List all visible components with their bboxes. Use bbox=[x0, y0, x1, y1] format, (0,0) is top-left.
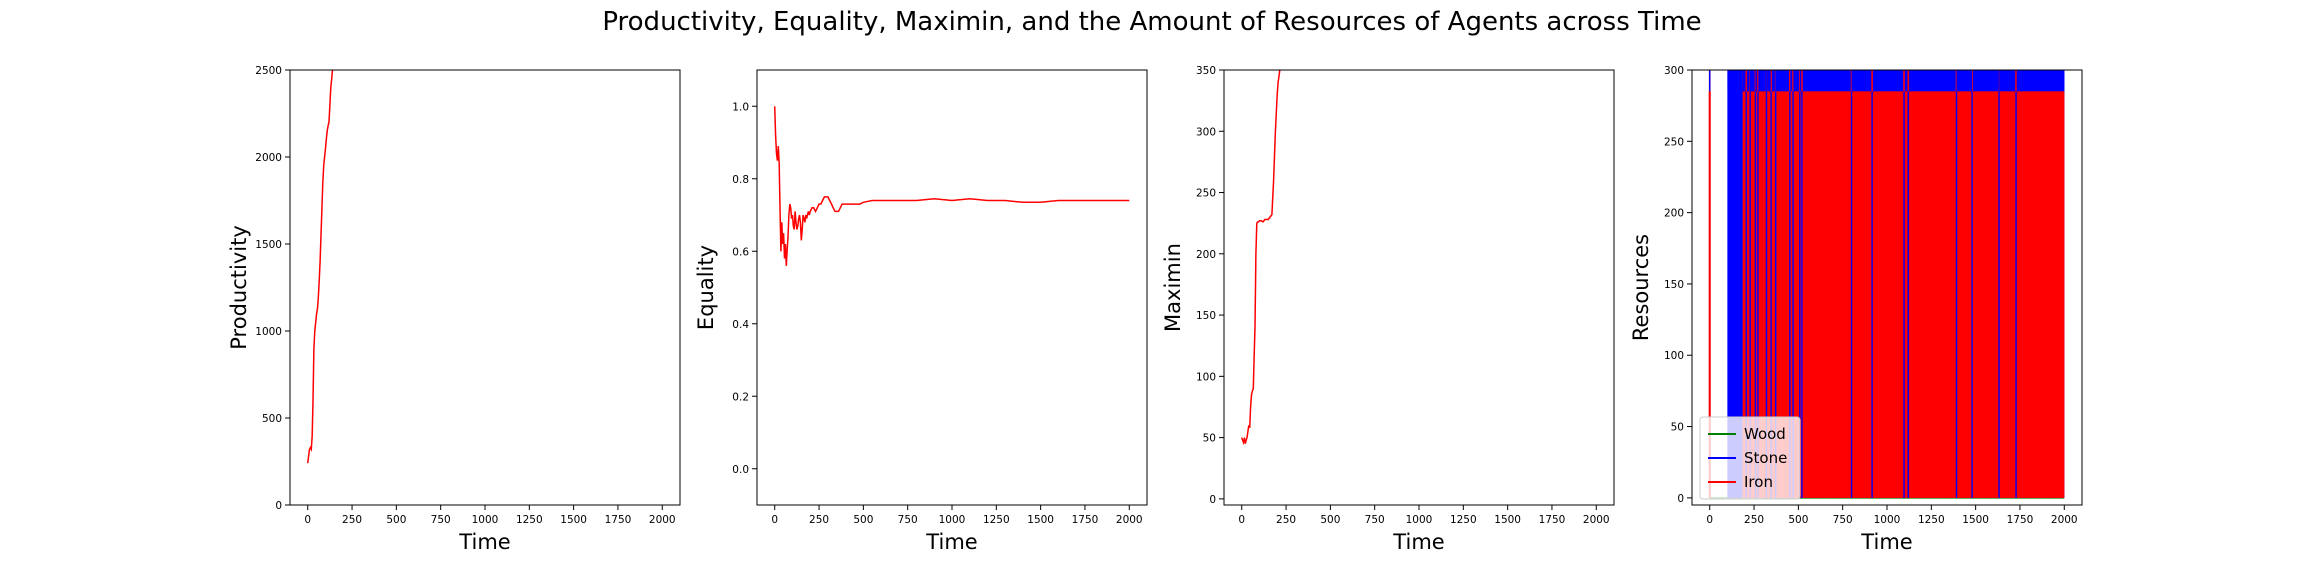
x-tick-label: 1500 bbox=[560, 514, 587, 526]
y-axis-label: Equality bbox=[694, 245, 718, 330]
x-tick-label: 2000 bbox=[1583, 514, 1610, 526]
x-tick-label: 250 bbox=[1276, 514, 1296, 526]
figure-title: Productivity, Equality, Maximin, and the… bbox=[602, 7, 1701, 37]
plot-area bbox=[1240, 70, 1281, 446]
axes-frame bbox=[289, 69, 681, 506]
y-tick-label: 1.0 bbox=[732, 101, 749, 113]
y-tick-label: 0.2 bbox=[732, 391, 749, 403]
x-tick-label: 1750 bbox=[2007, 514, 2034, 526]
y-tick-label: 0.6 bbox=[732, 246, 749, 258]
series-line bbox=[306, 70, 334, 464]
y-axis-label: Maximin bbox=[1161, 243, 1185, 332]
y-tick-label: 1500 bbox=[255, 239, 282, 251]
axes-frame bbox=[756, 69, 1148, 506]
y-tick-label: 100 bbox=[1664, 350, 1684, 362]
x-tick-label: 1750 bbox=[1539, 514, 1566, 526]
y-tick-label: 350 bbox=[1196, 65, 1216, 77]
x-tick-label: 1500 bbox=[1962, 514, 1989, 526]
x-tick-label: 2000 bbox=[2051, 514, 2078, 526]
y-tick-label: 150 bbox=[1664, 279, 1684, 291]
x-tick-label: 250 bbox=[809, 514, 829, 526]
y-tick-label: 0.0 bbox=[732, 464, 749, 476]
x-tick-label: 750 bbox=[898, 514, 918, 526]
legend-label-stone: Stone bbox=[1744, 449, 1787, 467]
y-tick-label: 200 bbox=[1196, 249, 1216, 261]
x-tick-label: 1000 bbox=[1874, 514, 1901, 526]
legend: Wood Stone Iron bbox=[1699, 416, 1801, 500]
x-tick-label: 1500 bbox=[1494, 514, 1521, 526]
x-tick-label: 1250 bbox=[516, 514, 543, 526]
y-tick-label: 300 bbox=[1664, 65, 1684, 77]
x-tick-label: 1750 bbox=[605, 514, 632, 526]
y-tick-label: 0 bbox=[275, 500, 282, 512]
x-tick-label: 250 bbox=[1744, 514, 1764, 526]
x-axis-label: Time bbox=[1392, 530, 1444, 554]
y-tick-label: 1000 bbox=[255, 326, 282, 338]
x-axis-label: Time bbox=[458, 530, 510, 554]
x-tick-label: 500 bbox=[386, 514, 406, 526]
x-tick-label: 750 bbox=[1833, 514, 1853, 526]
y-tick-label: 0 bbox=[1677, 493, 1684, 505]
y-tick-label: 200 bbox=[1664, 208, 1684, 220]
x-tick-label: 500 bbox=[853, 514, 873, 526]
x-tick-label: 1500 bbox=[1027, 514, 1054, 526]
x-tick-label: 500 bbox=[1788, 514, 1808, 526]
x-tick-label: 1000 bbox=[1406, 514, 1433, 526]
plot-area bbox=[306, 70, 334, 464]
x-tick-label: 1750 bbox=[1072, 514, 1099, 526]
subplot-equality: 0 250 500 750 1000 1250 1500 1750 2000 0.0 0.2 0.4 0… bbox=[694, 69, 1148, 554]
y-tick-label: 300 bbox=[1196, 126, 1216, 138]
y-tick-label: 0.8 bbox=[732, 174, 749, 186]
y-tick-label: 2500 bbox=[255, 65, 282, 77]
y-axis-label: Productivity bbox=[227, 225, 251, 350]
y-tick-label: 500 bbox=[262, 413, 282, 425]
y-tick-label: 250 bbox=[1196, 188, 1216, 200]
y-tick-label: 250 bbox=[1664, 136, 1684, 148]
series-line bbox=[773, 106, 1130, 266]
y-tick-label: 2000 bbox=[255, 152, 282, 164]
legend-label-iron: Iron bbox=[1744, 473, 1773, 491]
x-tick-label: 1000 bbox=[472, 514, 499, 526]
x-tick-label: 0 bbox=[771, 514, 778, 526]
x-tick-label: 0 bbox=[1706, 514, 1713, 526]
x-axis-label: Time bbox=[1860, 530, 1912, 554]
subplot-productivity: 0 250 500 750 1000 1250 1500 1750 2000 0 500 1000 15… bbox=[227, 65, 681, 554]
x-axis-label: Time bbox=[925, 530, 977, 554]
x-tick-label: 1250 bbox=[983, 514, 1010, 526]
plot-area bbox=[773, 106, 1130, 266]
x-tick-label: 1250 bbox=[1450, 514, 1477, 526]
x-tick-label: 250 bbox=[342, 514, 362, 526]
subplot-maximin: 0 250 500 750 1000 1250 1500 1750 2000 0 50 100 150 2… bbox=[1161, 65, 1615, 554]
y-tick-label: 100 bbox=[1196, 371, 1216, 383]
x-tick-label: 1250 bbox=[1918, 514, 1945, 526]
legend-box bbox=[1699, 416, 1801, 500]
y-tick-label: 0 bbox=[1209, 494, 1216, 506]
x-tick-label: 750 bbox=[1365, 514, 1385, 526]
x-tick-label: 750 bbox=[431, 514, 451, 526]
x-tick-label: 1000 bbox=[939, 514, 966, 526]
axes-frame bbox=[1223, 69, 1615, 506]
y-tick-label: 0.4 bbox=[732, 319, 749, 331]
x-tick-label: 0 bbox=[304, 514, 311, 526]
subplot-resources: 0 250 500 750 1000 1250 1500 1750 2000 0 50 100 150 2… bbox=[1629, 65, 2083, 554]
y-axis-label: Resources bbox=[1629, 234, 1653, 341]
series-line bbox=[1240, 70, 1281, 446]
y-tick-label: 50 bbox=[1203, 433, 1216, 445]
x-tick-label: 500 bbox=[1320, 514, 1340, 526]
legend-label-wood: Wood bbox=[1744, 425, 1786, 443]
x-tick-label: 0 bbox=[1238, 514, 1245, 526]
x-tick-label: 2000 bbox=[1116, 514, 1143, 526]
subplots: 0 250 500 750 1000 1250 1500 1750 20000500100015… bbox=[227, 65, 2083, 554]
x-tick-label: 2000 bbox=[649, 514, 676, 526]
y-tick-label: 50 bbox=[1671, 422, 1684, 434]
y-tick-label: 150 bbox=[1196, 310, 1216, 322]
